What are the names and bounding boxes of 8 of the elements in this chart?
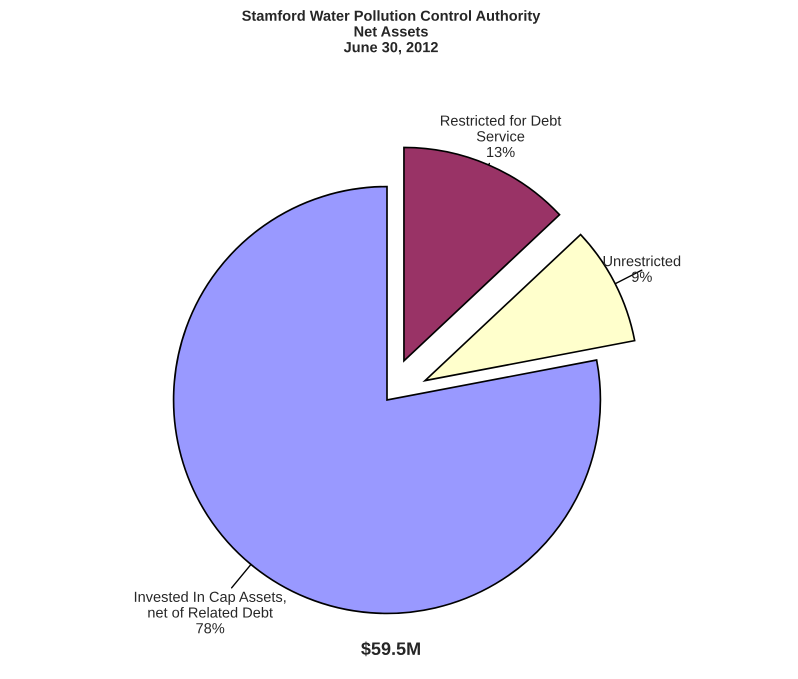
data-label: 9% <box>632 272 652 282</box>
slice-label: Invested In Cap Assets, net of Related Debt <box>134 591 286 618</box>
chart-title: Stamford Water Pollution Control Authority Net Assets June 30, 2012 <box>242 10 540 54</box>
slice-label: Restricted for Debt Service <box>440 115 562 142</box>
slice-label: Unrestricted <box>604 256 680 266</box>
data-label: 78% <box>196 623 224 634</box>
text: $59.5M <box>361 641 420 656</box>
data-label: 13% <box>487 146 515 158</box>
